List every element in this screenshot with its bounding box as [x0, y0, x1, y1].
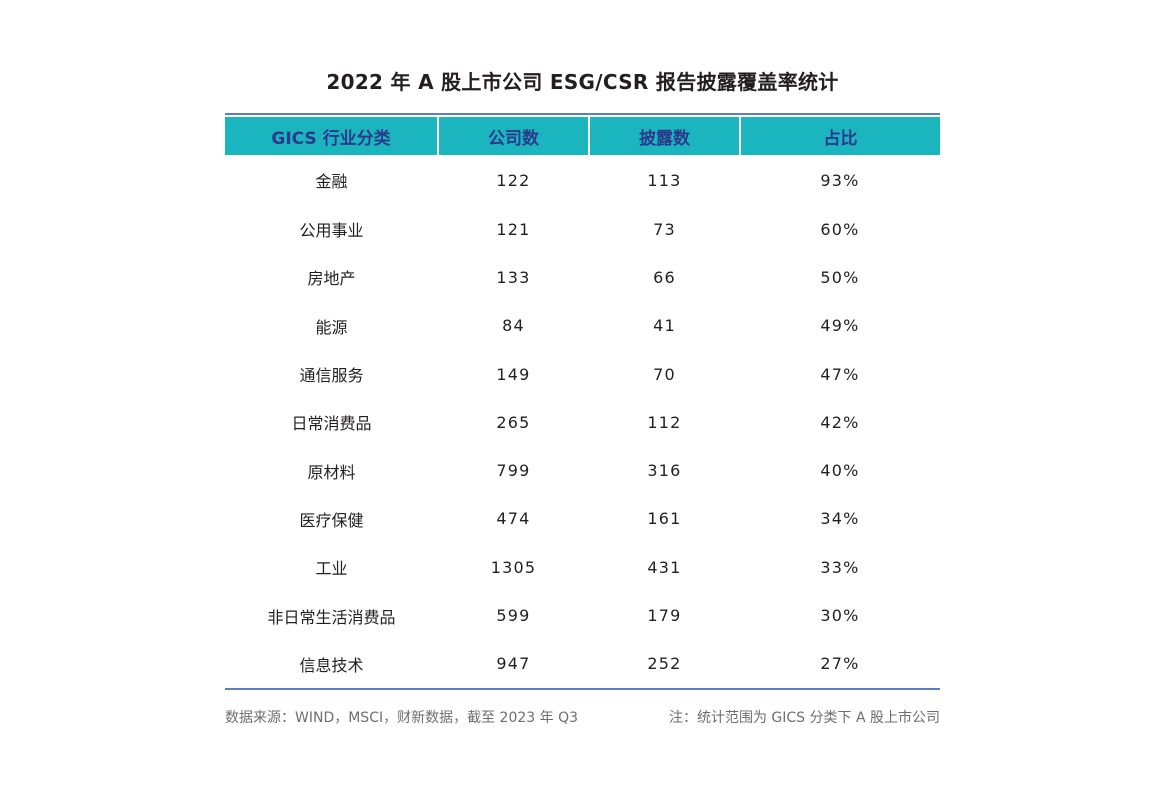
cell-industry: 公用事业 [299, 221, 364, 241]
cell-ratio: 93% [820, 170, 860, 190]
cell-ratio: 50% [820, 267, 860, 287]
header-company-count: 公司数 [437, 117, 589, 155]
cell-company-count: 265 [496, 412, 531, 432]
bottom-rule [225, 688, 940, 690]
cell-ratio: 60% [820, 219, 860, 239]
cell-industry: 能源 [315, 317, 348, 337]
cell-disclosure-count: 70 [653, 364, 676, 384]
cell-ratio: 34% [820, 509, 860, 529]
table-row: 通信服务 149 70 47% [225, 350, 940, 398]
cell-disclosure-count: 112 [647, 412, 682, 432]
scope-note: 注：统计范围为 GICS 分类下 A 股上市公司 [668, 710, 940, 726]
cell-company-count: 149 [496, 364, 531, 384]
cell-company-count: 84 [502, 316, 525, 336]
cell-company-count: 121 [496, 219, 531, 239]
cell-ratio: 47% [820, 364, 860, 384]
table-row: 日常消费品 265 112 42% [225, 398, 940, 446]
cell-ratio: 33% [820, 557, 860, 577]
cell-industry: 信息技术 [299, 655, 364, 675]
cell-company-count: 474 [496, 509, 531, 529]
cell-industry: 金融 [315, 172, 348, 191]
cell-disclosure-count: 316 [647, 461, 682, 481]
cell-disclosure-count: 161 [647, 509, 682, 529]
header-industry: GICS 行业分类 [225, 117, 438, 155]
cell-company-count: 947 [496, 654, 531, 674]
table-row: 信息技术 947 252 27% [225, 640, 940, 688]
cell-industry: 通信服务 [299, 366, 364, 386]
table-row: 工业 1305 431 33% [225, 543, 940, 591]
cell-industry: 医疗保健 [299, 510, 364, 530]
cell-disclosure-count: 113 [647, 170, 682, 190]
cell-company-count: 799 [496, 461, 531, 481]
cell-ratio: 30% [820, 606, 860, 626]
cell-company-count: 1305 [490, 557, 537, 577]
table-row: 非日常生活消费品 599 179 30% [225, 591, 940, 639]
table-row: 房地产 133 66 50% [225, 253, 940, 301]
cell-ratio: 40% [820, 461, 860, 481]
disclosure-table: GICS 行业分类 公司数 披露数 占比 金融 122 113 93% 公用事业… [225, 117, 940, 688]
header-disclosure-count: 披露数 [588, 117, 740, 155]
cell-disclosure-count: 431 [647, 557, 682, 577]
cell-disclosure-count: 41 [653, 316, 676, 336]
cell-company-count: 599 [496, 606, 531, 626]
top-rule [225, 113, 940, 115]
cell-disclosure-count: 252 [647, 654, 682, 674]
table-row: 医疗保健 474 161 34% [225, 495, 940, 543]
cell-ratio: 49% [820, 316, 860, 336]
header-ratio: 占比 [739, 117, 940, 155]
table-row: 原材料 799 316 40% [225, 446, 940, 494]
cell-company-count: 122 [496, 170, 531, 190]
cell-company-count: 133 [496, 267, 531, 287]
cell-disclosure-count: 73 [653, 219, 676, 239]
table-row: 能源 84 41 49% [225, 302, 940, 350]
cell-disclosure-count: 66 [653, 267, 676, 287]
table-header-row: GICS 行业分类 公司数 披露数 占比 [225, 117, 940, 155]
cell-industry: 非日常生活消费品 [267, 607, 396, 627]
table-row: 金融 122 113 93% [225, 155, 940, 205]
data-source-note: 数据来源：WIND，MSCI，财新数据，截至 2023 年 Q3 [225, 710, 579, 726]
cell-ratio: 42% [820, 412, 860, 432]
table-row: 公用事业 121 73 60% [225, 205, 940, 253]
table-title: 2022 年 A 股上市公司 ESG/CSR 报告披露覆盖率统计 [326, 70, 839, 94]
cell-industry: 日常消费品 [291, 414, 372, 434]
cell-ratio: 27% [820, 654, 860, 674]
cell-industry: 房地产 [307, 269, 356, 289]
cell-industry: 工业 [315, 559, 348, 579]
cell-disclosure-count: 179 [647, 606, 682, 626]
cell-industry: 原材料 [307, 462, 356, 482]
